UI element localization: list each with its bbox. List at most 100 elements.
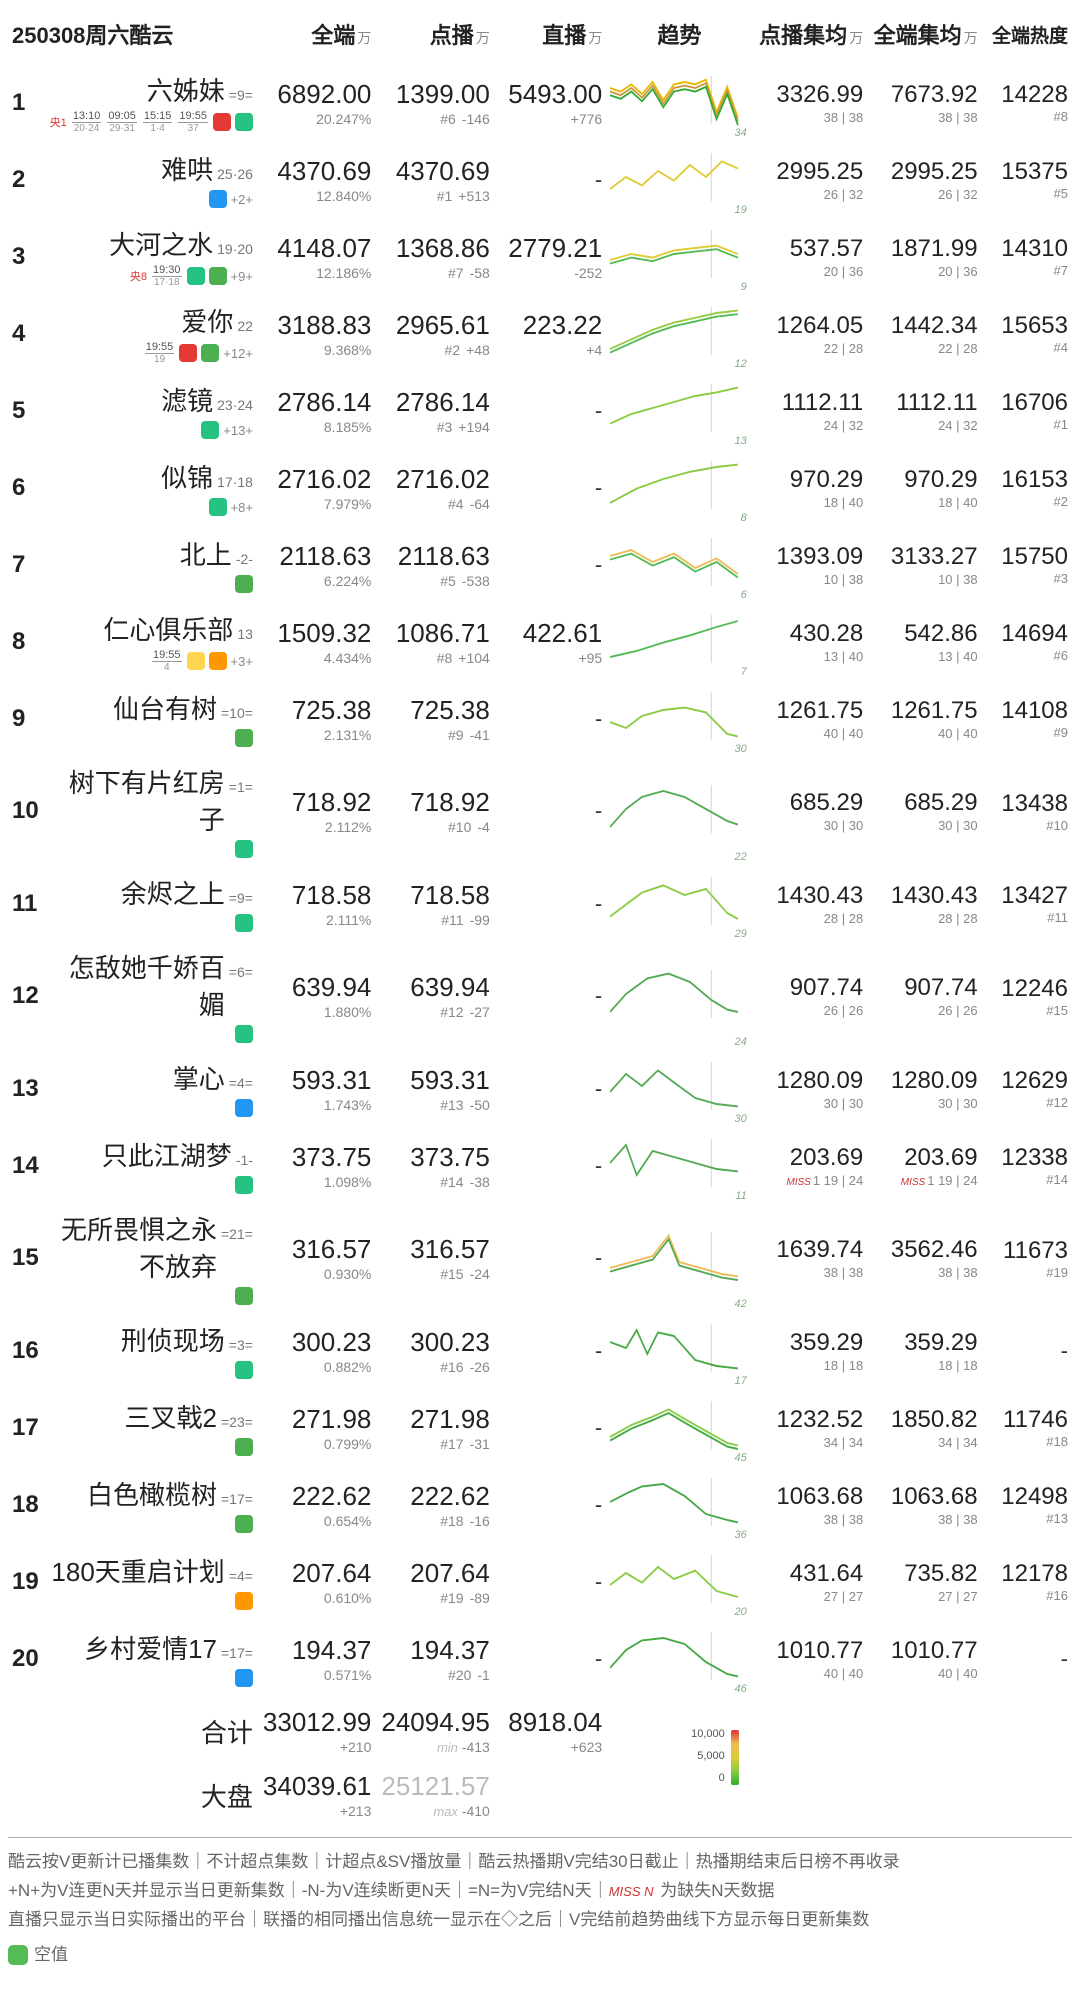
quanduan-cell: 718.582.111% [257, 865, 375, 942]
dianbo-cell: 718.92#10-4 [375, 757, 493, 865]
show-title-cell: 只此江湖梦-1- [42, 1127, 257, 1204]
heat-cell: 13427#11 [982, 865, 1072, 942]
qdjj-cell: 1442.3422 | 28 [867, 295, 981, 372]
trend-cell: 12 [606, 295, 753, 372]
table-row: 14 只此江湖梦-1- 373.751.098% 373.75#14-38 - … [8, 1127, 1072, 1204]
qdjj-cell: 359.2918 | 18 [867, 1312, 981, 1389]
quanduan-cell: 207.640.610% [257, 1543, 375, 1620]
table-row: 16 刑侦现场=3= 300.230.882% 300.23#16-26 - 1… [8, 1312, 1072, 1389]
show-title: 仁心俱乐部 [103, 610, 233, 647]
show-title: 只此江湖梦 [102, 1136, 232, 1173]
dianbo-cell: 194.37#20-1 [375, 1620, 493, 1697]
col-trend: 趋势 [606, 10, 753, 64]
trend-sparkline [610, 871, 749, 931]
show-title: 爱你 [181, 302, 233, 339]
zhibo-cell: - [494, 865, 606, 942]
heat-cell: 12178#16 [982, 1543, 1072, 1620]
show-title: 似锦 [161, 458, 213, 495]
youku-icon [235, 1099, 253, 1117]
zhibo-cell: - [494, 1204, 606, 1312]
zhibo-cell: 5493.00+776 [494, 64, 606, 141]
trend-sparkline [610, 1549, 749, 1609]
heat-cell: 12246#15 [982, 942, 1072, 1050]
dbjj-cell: 430.2813 | 40 [753, 603, 867, 680]
show-title: 白色橄榄树 [87, 1475, 217, 1512]
iqiyi-icon [235, 1438, 253, 1456]
heat-cell: 16706#1 [982, 372, 1072, 449]
trend-cell: 42 [606, 1204, 753, 1312]
dianbo-cell: 725.38#9-41 [375, 680, 493, 757]
trend-sparkline [610, 301, 749, 361]
qdjj-cell: 3562.4638 | 38 [867, 1204, 981, 1312]
show-title: 怎敌她千娇百媚 [46, 948, 225, 1022]
show-title-cell: 三叉戟2=23= [42, 1389, 257, 1466]
trend-sparkline [610, 1395, 749, 1455]
zhibo-cell: - [494, 1543, 606, 1620]
show-title: 180天重启计划 [51, 1552, 224, 1589]
trend-sparkline [610, 964, 749, 1024]
show-title: 滤镜 [161, 381, 213, 418]
show-title-cell: 刑侦现场=3= [42, 1312, 257, 1389]
tencent-icon [235, 1025, 253, 1043]
footer-line-2: +N+为V连更N天并显示当日更新集数｜-N-为V连续断更N天｜=N=为V完结N天… [8, 1877, 1072, 1906]
color-scale: 10,000 5,000 0 [610, 1728, 749, 1798]
trend-cell: 46 [606, 1620, 753, 1697]
rank-number: 11 [8, 865, 42, 942]
rank-number: 9 [8, 680, 42, 757]
table-row: 19 180天重启计划=4= 207.640.610% 207.64#19-89… [8, 1543, 1072, 1620]
table-row: 17 三叉戟2=23= 271.980.799% 271.98#17-31 - … [8, 1389, 1072, 1466]
rank-number: 16 [8, 1312, 42, 1389]
zhibo-cell: - [494, 1127, 606, 1204]
dianbo-cell: 300.23#16-26 [375, 1312, 493, 1389]
dbjj-cell: 970.2918 | 40 [753, 449, 867, 526]
rank-number: 12 [8, 942, 42, 1050]
show-title: 仙台有树 [113, 689, 217, 726]
dianbo-cell: 4370.69#1+513 [375, 141, 493, 218]
total-dapan: 大盘 34039.61+213 25121.57max -410 [8, 1761, 1072, 1825]
dbjj-cell: 1063.6838 | 38 [753, 1466, 867, 1543]
heat-cell: 11673#19 [982, 1204, 1072, 1312]
dianbo-cell: 316.57#15-24 [375, 1204, 493, 1312]
date-header: 250308周六酷云 [8, 10, 257, 64]
qdjj-cell: 542.8613 | 40 [867, 603, 981, 680]
trend-cell: 20 [606, 1543, 753, 1620]
dianbo-cell: 1368.86#7-58 [375, 218, 493, 295]
col-zhibo: 直播万 [494, 10, 606, 64]
tencent-icon [187, 267, 205, 285]
quanduan-cell: 1509.324.434% [257, 603, 375, 680]
show-title: 乡村爱情17 [84, 1629, 217, 1666]
table-row: 11 余烬之上=9= 718.582.111% 718.58#11-99 - 2… [8, 865, 1072, 942]
dbjj-cell: 685.2930 | 30 [753, 757, 867, 865]
heat-cell: 12629#12 [982, 1050, 1072, 1127]
dianbo-cell: 639.94#12-27 [375, 942, 493, 1050]
dbjj-cell: 1639.7438 | 38 [753, 1204, 867, 1312]
footer-line-1: 酷云按V更新计已播集数｜不计超点集数｜计超点&SV播放量｜酷云热播期V完结30日… [8, 1848, 1072, 1877]
rank-number: 1 [8, 64, 42, 141]
header-row: 250308周六酷云 全端万 点播万 直播万 趋势 点播集均万 全端集均万 全端… [8, 10, 1072, 64]
col-heat: 全端热度 [982, 10, 1072, 64]
trend-cell: 9 [606, 218, 753, 295]
table-row: 6 似锦17·18 +8+ 2716.027.979% 2716.02#4-64… [8, 449, 1072, 526]
trend-cell: 24 [606, 942, 753, 1050]
heat-cell: 14108#9 [982, 680, 1072, 757]
show-title-cell: 180天重启计划=4= [42, 1543, 257, 1620]
zhibo-cell: - [494, 680, 606, 757]
show-title-cell: 似锦17·18 +8+ [42, 449, 257, 526]
qdjj-cell: 2995.2526 | 32 [867, 141, 981, 218]
quanduan-cell: 2716.027.979% [257, 449, 375, 526]
trend-sparkline [610, 1318, 749, 1378]
dbjj-cell: 537.5720 | 36 [753, 218, 867, 295]
trend-cell: 22 [606, 757, 753, 865]
rank-number: 14 [8, 1127, 42, 1204]
heat-cell: 14228#8 [982, 64, 1072, 141]
show-title: 树下有片红房子 [46, 763, 225, 837]
rank-number: 15 [8, 1204, 42, 1312]
dbjj-cell: 1010.7740 | 40 [753, 1620, 867, 1697]
trend-cell: 13 [606, 372, 753, 449]
table-row: 8 仁心俱乐部13 19:554 +3+ 1509.324.434% 1086.… [8, 603, 1072, 680]
quanduan-cell: 300.230.882% [257, 1312, 375, 1389]
youku-icon [235, 1669, 253, 1687]
zhibo-cell: - [494, 1312, 606, 1389]
rank-number: 7 [8, 526, 42, 603]
zhibo-cell: 2779.21-252 [494, 218, 606, 295]
